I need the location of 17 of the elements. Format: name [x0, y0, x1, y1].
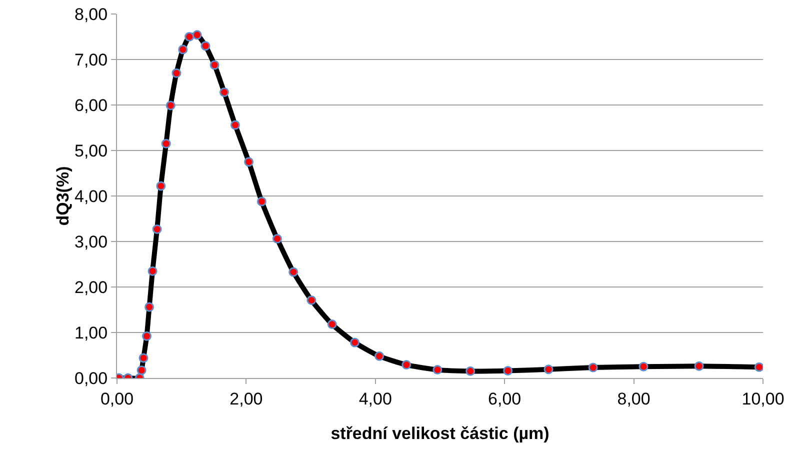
y-axis-title: dQ3(%) — [54, 166, 73, 226]
y-tick-label: 3,00 — [74, 232, 108, 252]
y-tick-label: 6,00 — [74, 96, 108, 115]
y-tick-label: 1,00 — [74, 323, 108, 342]
x-tick-label: 4,00 — [358, 389, 392, 408]
x-axis-title: střední velikost částic (µm) — [330, 424, 550, 443]
y-tick-label: 7,00 — [74, 50, 108, 70]
y-tick-label: 2,00 — [74, 278, 108, 297]
y-tick-label: 0,00 — [74, 368, 108, 388]
x-tick-label: 0,00 — [100, 389, 134, 408]
y-tick-label: 5,00 — [74, 141, 108, 160]
y-tick-label: 4,00 — [74, 186, 108, 206]
x-tick-label: 2,00 — [230, 389, 263, 408]
x-tick-label: 8,00 — [617, 389, 650, 408]
x-tick-label: 10,00 — [742, 389, 784, 408]
y-tick-label: 8,00 — [74, 4, 108, 24]
x-tick-label: 6,00 — [488, 389, 522, 408]
